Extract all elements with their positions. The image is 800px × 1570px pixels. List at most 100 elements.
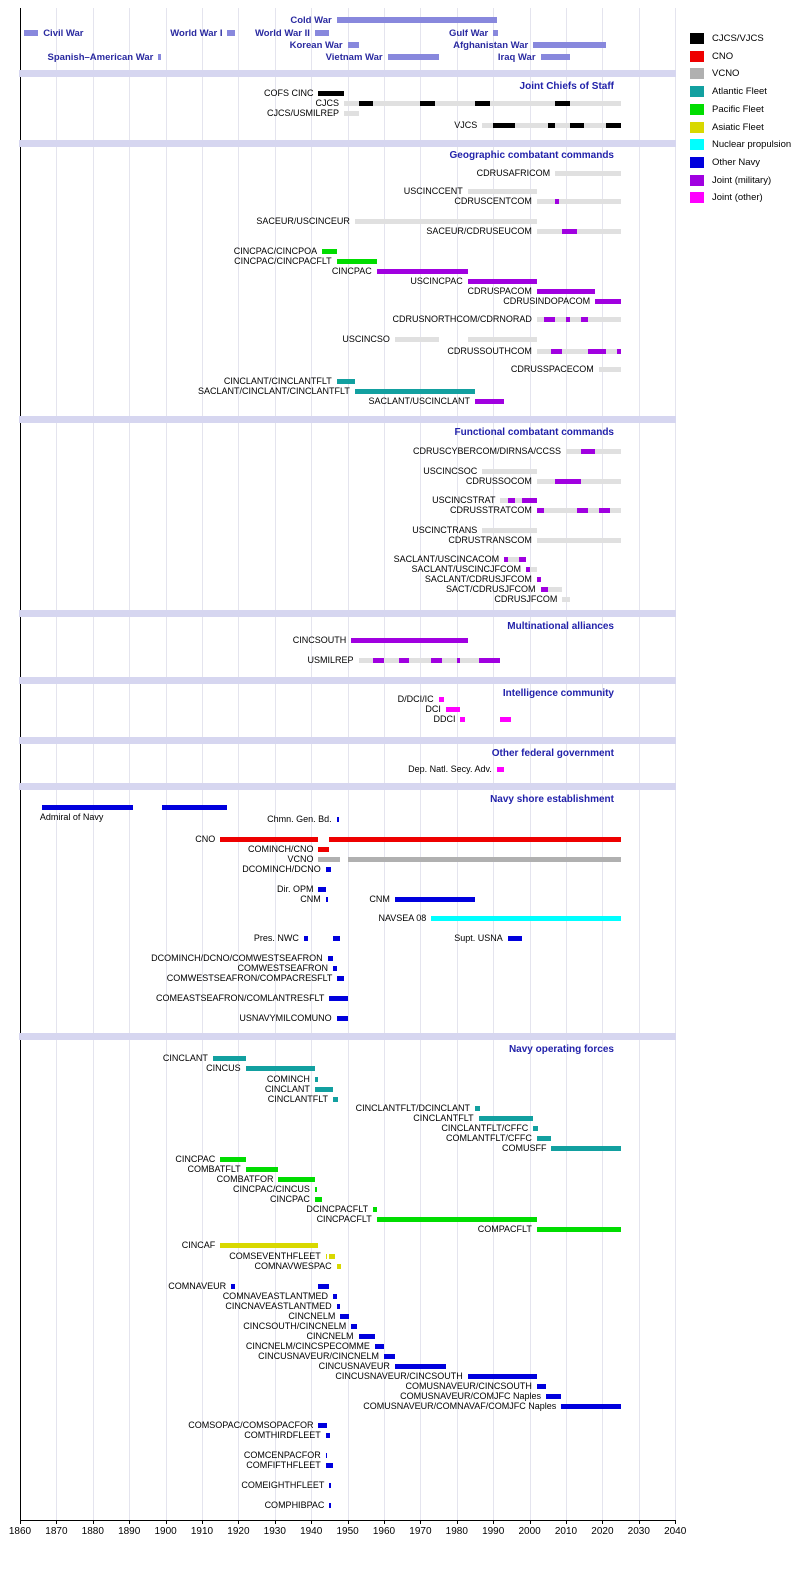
timeline-bar <box>420 101 435 106</box>
section-title: Multinational alliances <box>507 621 614 632</box>
row-label: CINCPAC/CINCPOA <box>233 246 318 256</box>
row-label: CINCNELM <box>288 1311 336 1321</box>
row-label: COMWESTSEAFRON <box>237 963 329 973</box>
section-title: Joint Chiefs of Staff <box>519 81 614 92</box>
timeline-bar <box>347 42 359 48</box>
timeline-bar <box>336 17 497 23</box>
axis-tick <box>493 1520 495 1524</box>
row-label: Dep. Natl. Secy. Adv. <box>408 764 492 774</box>
row-label: COMEASTSEAFRON/COMLANTRESFLT <box>156 993 325 1003</box>
legend-swatch <box>690 121 704 133</box>
section-title: Navy operating forces <box>508 1044 614 1055</box>
timeline-bar <box>329 1483 332 1488</box>
axis-year-label: 1880 <box>81 1526 104 1537</box>
timeline-bar <box>333 966 338 971</box>
legend-label: Atlantic Fleet <box>712 86 767 98</box>
timeline-bar <box>245 1167 279 1172</box>
axis-year-label: 1910 <box>190 1526 214 1537</box>
timeline-bar <box>562 229 577 234</box>
row-label: COMUSNAVEUR/COMJFC Naples <box>400 1391 541 1401</box>
timeline-bar <box>475 1106 480 1111</box>
timeline-bar <box>536 1384 546 1389</box>
gridline <box>311 8 313 1520</box>
row-label: CDRUSSPACECOM <box>510 364 594 374</box>
timeline-bar <box>507 936 523 941</box>
timeline-bar <box>318 887 326 892</box>
timeline-bar <box>475 101 490 106</box>
timeline-bar <box>337 976 344 981</box>
axis-tick <box>384 1520 385 1524</box>
row-label: Vietnam War <box>325 51 383 63</box>
axis-year-label: 1920 <box>227 1526 250 1537</box>
row-label: COMINCH <box>266 1074 310 1084</box>
row-label: USCINCSO <box>342 334 390 344</box>
legend-swatch <box>690 68 704 80</box>
row-label: SACLANT/USCINCJFCOM <box>411 564 521 574</box>
row-label: CINCUSNAVEUR/CINCSOUTH <box>335 1371 463 1381</box>
row-label: Afghanistan War <box>453 39 529 51</box>
row-label: COMINCH/CNO <box>247 844 314 854</box>
axis-year-label: 1950 <box>336 1526 359 1537</box>
timeline-bar <box>327 956 334 961</box>
row-label: CINCPAC/CINCUS <box>233 1184 310 1194</box>
row-label: World War I <box>170 27 223 39</box>
timeline-bar <box>536 229 621 234</box>
timeline-bar <box>329 996 348 1001</box>
axis-tick <box>202 1520 203 1524</box>
row-label: CINCAF <box>181 1240 216 1250</box>
timeline-bar <box>555 479 581 484</box>
axis-tick <box>274 1520 276 1524</box>
timeline-bar <box>555 101 570 106</box>
row-label: COMUSNAVEUR/CINCSOUTH <box>405 1381 532 1391</box>
row-label: DDCI <box>433 714 456 724</box>
timeline-bar <box>343 111 359 116</box>
row-label: CJCS <box>315 98 339 108</box>
row-label: USNAVYMILCOMUNO <box>239 1013 332 1023</box>
timeline-bar <box>374 1344 384 1349</box>
timeline-bar <box>318 857 341 862</box>
row-label: DCINCPACFLT <box>306 1204 369 1214</box>
axis-tick <box>638 1520 640 1524</box>
row-label: COMFIFTHFLEET <box>246 1460 321 1470</box>
timeline-bar <box>354 219 537 224</box>
row-label: CDRUSCENTCOM <box>454 196 532 206</box>
timeline-bar <box>347 857 621 862</box>
row-label: Spanish–American War <box>47 51 154 63</box>
axis-tick <box>165 1520 167 1524</box>
gridline <box>129 8 131 1520</box>
row-label: NAVSEA 08 <box>378 913 427 923</box>
timeline-bar <box>540 587 548 592</box>
axis-year-label: 1970 <box>409 1526 432 1537</box>
timeline-bar <box>322 249 337 254</box>
timeline-bar <box>467 1374 537 1379</box>
timeline-bar <box>354 389 475 394</box>
row-label: SACLANT/CDRUSJFCOM <box>424 574 532 584</box>
timeline-bar <box>525 567 537 572</box>
row-label: VJCS <box>454 120 478 130</box>
section-title: Intelligence community <box>502 688 614 699</box>
row-label: CDRUSCYBERCOM/DIRNSA/CCSS <box>412 446 561 456</box>
timeline-bar <box>220 1243 319 1248</box>
section-band <box>19 737 677 744</box>
row-label: USCINCPAC <box>410 276 463 286</box>
timeline-bar <box>387 54 439 60</box>
row-label: DCI <box>425 704 441 714</box>
row-label: CDRUSAFRICOM <box>476 168 551 178</box>
row-label: CNO <box>195 834 216 844</box>
legend-label: CNO <box>712 50 734 62</box>
timeline-bar <box>245 1066 315 1071</box>
timeline-bar <box>467 279 537 284</box>
row-label: DCOMINCH/DCNO/COMWESTSEAFRON <box>151 953 323 963</box>
axis-tick <box>675 1520 677 1524</box>
axis-tick <box>347 1520 349 1524</box>
legend-label: Nuclear propulsion <box>712 139 792 151</box>
timeline-bar <box>41 805 133 810</box>
timeline-bar <box>482 528 537 533</box>
y-axis-line <box>20 8 21 1520</box>
row-label: Civil War <box>43 27 84 39</box>
timeline-bar <box>318 91 344 96</box>
row-label: CINCNAVEASTLANTMED <box>225 1301 332 1311</box>
timeline-bar <box>161 805 228 810</box>
timeline-bar <box>496 767 505 772</box>
